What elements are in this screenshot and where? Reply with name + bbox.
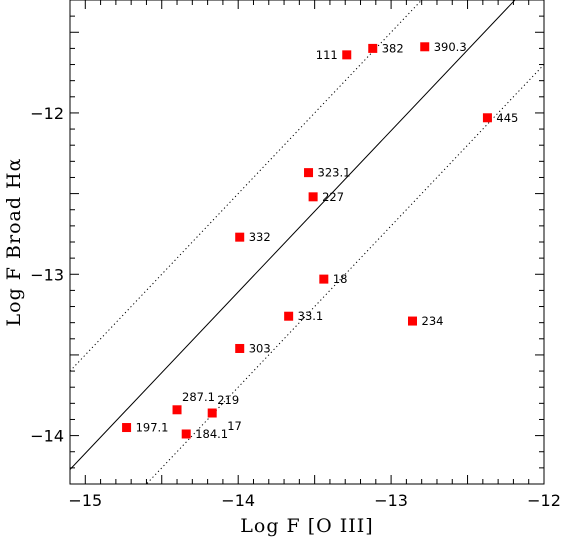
point-label: 33.1 bbox=[298, 309, 324, 323]
data-point bbox=[482, 113, 492, 123]
data-point bbox=[207, 408, 217, 418]
y-axis-title: Log F Broad Hα bbox=[3, 158, 25, 327]
x-tick-label: −13 bbox=[374, 491, 408, 510]
point-label: 303 bbox=[249, 341, 271, 355]
data-points: 111 382 390.3 445 323.1 227 332 18 33.1 234 303 287… bbox=[122, 40, 518, 441]
axis-ticks bbox=[69, 0, 545, 485]
point-label: 184.1 bbox=[195, 427, 228, 441]
line-lower bbox=[145, 64, 544, 484]
point-label: 390.3 bbox=[434, 40, 467, 54]
line-upper bbox=[70, 0, 423, 372]
data-point bbox=[420, 42, 430, 52]
point-label: 332 bbox=[249, 230, 271, 244]
tick-labels: −15 −14 −13 −12 −14 −13 −12 bbox=[30, 104, 561, 510]
point-label: 227 bbox=[322, 190, 344, 204]
point-label: 219 bbox=[217, 393, 239, 407]
point-label: 17 bbox=[227, 419, 242, 433]
data-point bbox=[284, 311, 294, 321]
data-point bbox=[235, 232, 245, 242]
point-label: 18 bbox=[333, 272, 348, 286]
y-tick-label: −13 bbox=[30, 265, 64, 284]
data-point bbox=[342, 50, 352, 60]
x-tick-label: −14 bbox=[221, 491, 255, 510]
data-point bbox=[172, 405, 182, 415]
point-label: 197.1 bbox=[136, 421, 169, 435]
y-tick-label: −14 bbox=[30, 427, 64, 446]
data-point bbox=[181, 429, 191, 439]
point-label: 445 bbox=[496, 111, 518, 125]
point-label: 287.1 bbox=[182, 390, 215, 404]
plot-frame bbox=[69, 0, 545, 485]
reference-lines bbox=[70, 0, 544, 484]
data-point bbox=[122, 423, 132, 433]
data-point bbox=[368, 43, 378, 53]
data-point bbox=[235, 343, 245, 353]
line-fit bbox=[70, 0, 516, 470]
data-point bbox=[319, 274, 329, 284]
point-label: 234 bbox=[422, 314, 444, 328]
data-point bbox=[408, 316, 418, 326]
x-axis-title: Log F [O III] bbox=[240, 515, 373, 537]
data-point bbox=[308, 192, 318, 202]
point-label: 323.1 bbox=[318, 166, 351, 180]
y-tick-label: −12 bbox=[30, 104, 64, 123]
data-point bbox=[304, 168, 314, 178]
point-label: 382 bbox=[382, 41, 404, 55]
x-tick-label: −12 bbox=[527, 491, 561, 510]
x-tick-label: −15 bbox=[68, 491, 102, 510]
point-label: 111 bbox=[316, 48, 338, 62]
